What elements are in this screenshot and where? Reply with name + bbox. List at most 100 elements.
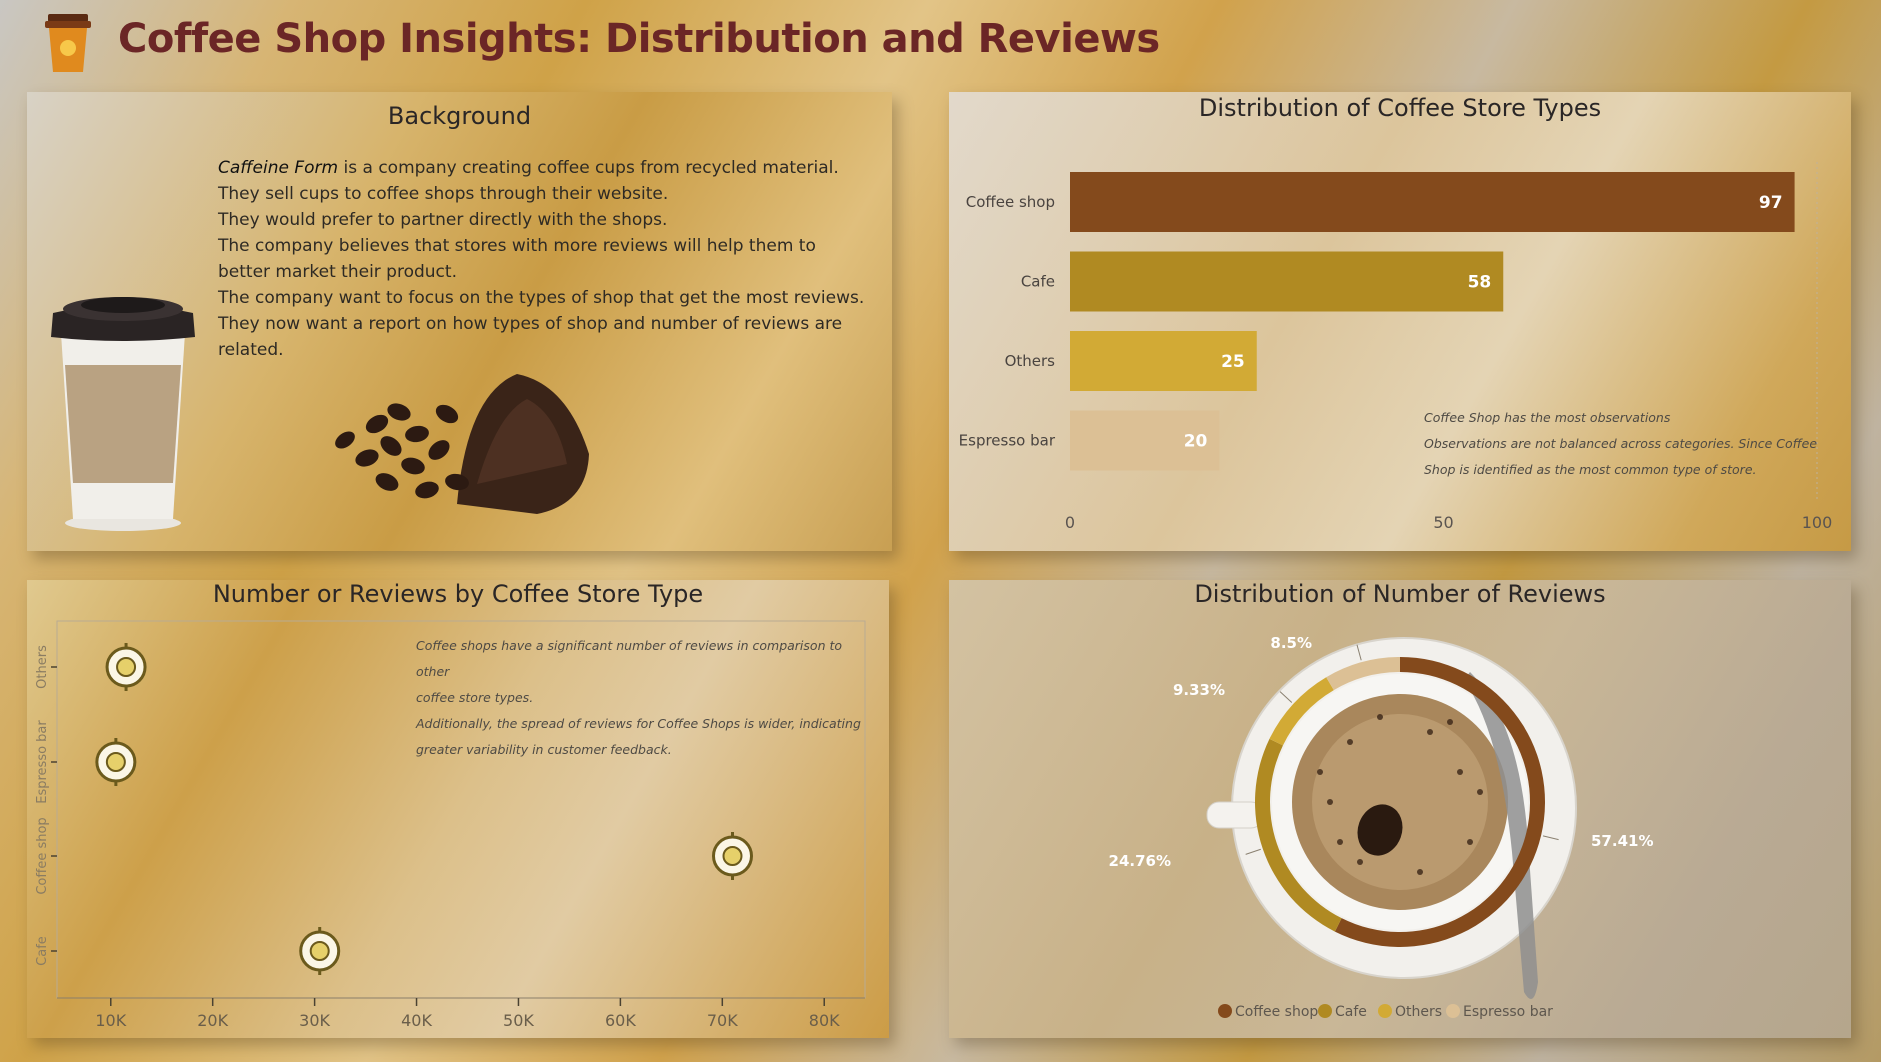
coffee-bubble <box>1317 769 1323 775</box>
x-tick-label: 40K <box>401 1011 432 1030</box>
coffee-bubble <box>1427 729 1433 735</box>
data-label: 97 <box>1759 193 1783 213</box>
point-core <box>105 752 126 772</box>
bar-note-line: Shop is identified as the most common ty… <box>1424 462 1757 477</box>
bar-note-line: Coffee Shop has the most observations <box>1424 410 1671 425</box>
donut-slice <box>1269 677 1334 746</box>
bar <box>1070 251 1504 312</box>
scatter-chart-title: Number or Reviews by Coffee Store Type <box>212 580 704 608</box>
data-label: 25 <box>1221 352 1245 372</box>
category-label: Cafe <box>1021 273 1055 291</box>
leader-line <box>1245 848 1261 855</box>
bar-chart-note: Coffee Shop has the most observations Ob… <box>1424 405 1844 483</box>
coffee-bubble <box>1477 789 1483 795</box>
x-tick-label: 50K <box>503 1011 534 1030</box>
store-types-panel: Distribution of Coffee Store Types Coffe… <box>949 92 1851 551</box>
legend-label: Espresso bar <box>1463 1004 1553 1020</box>
coffee-cup-icon <box>45 14 91 72</box>
legend-marker <box>1218 1004 1232 1018</box>
coffee-bubble <box>1327 799 1333 805</box>
reviews-scatter-panel: Number or Reviews by Coffee Store Type 1… <box>27 580 889 1038</box>
legend-label: Coffee shop <box>1235 1004 1318 1020</box>
data-label: 20 <box>1184 432 1208 452</box>
y-category-label: Cafe <box>35 936 50 966</box>
y-category-label: Espresso bar <box>35 720 50 804</box>
paper-cup-image <box>51 297 195 531</box>
scatter-point <box>299 927 341 975</box>
slice-label: 8.5% <box>1270 634 1312 652</box>
slice-label: 9.33% <box>1173 681 1225 699</box>
bar <box>1070 172 1795 232</box>
y-category-label: Coffee shop <box>35 817 50 894</box>
slice-label: 57.41% <box>1591 832 1653 850</box>
background-line-2: They would prefer to partner directly wi… <box>218 210 668 230</box>
coffee-bubble <box>1357 859 1363 865</box>
pie-chart-title: Distribution of Number of Reviews <box>1194 580 1606 608</box>
legend-label: Others <box>1395 1004 1442 1020</box>
background-line-3: The company believes that stores with mo… <box>218 236 816 282</box>
company-name: Caffeine Form <box>218 158 339 178</box>
background-panel: Background Caffeine Form is a company cr… <box>27 92 892 551</box>
data-label: 58 <box>1468 273 1492 293</box>
x-tick-label: 20K <box>197 1011 228 1030</box>
donut-slice <box>1326 657 1400 691</box>
legend-marker <box>1378 1004 1392 1018</box>
point-core <box>116 657 137 677</box>
scatter-chart-note: Coffee shops have a significant number o… <box>416 633 876 763</box>
x-tick-label: 60K <box>605 1011 636 1030</box>
bar-chart-title: Distribution of Coffee Store Types <box>1198 94 1602 122</box>
background-line-5: They now want a report on how types of s… <box>218 314 843 360</box>
bar <box>1070 331 1257 391</box>
background-title: Background <box>387 102 532 130</box>
x-tick-label: 30K <box>299 1011 330 1030</box>
point-core <box>722 846 743 866</box>
cup-handle-image <box>1206 801 1264 829</box>
coffee-crema <box>1312 714 1488 890</box>
page-title: Coffee Shop Insights: Distribution and R… <box>118 16 1160 62</box>
coffee-bubble <box>1417 869 1423 875</box>
coffee-beans-image <box>335 374 589 514</box>
leader-line <box>1542 835 1559 841</box>
donut-slice <box>1255 738 1342 932</box>
scatter-note-line: Coffee shops have a significant number o… <box>416 638 843 679</box>
legend-marker <box>1446 1004 1460 1018</box>
scatter-point <box>712 832 753 880</box>
bar-chart: Coffee shop 97 Cafe 58 Others 25 Espresso bar 2… <box>959 162 1833 532</box>
coffee-bubble <box>1457 769 1463 775</box>
y-category-label: Others <box>35 645 50 689</box>
leader-line <box>1356 644 1362 661</box>
point-core <box>309 941 330 961</box>
spoon-image <box>1464 672 1538 1000</box>
coffee-bubble <box>1447 719 1453 725</box>
coffee-bubble <box>1347 739 1353 745</box>
x-tick-label: 50 <box>1433 513 1453 532</box>
scatter-note-line: coffee store types. <box>416 690 534 705</box>
scatter-note-line: Additionally, the spread of reviews for … <box>416 716 861 731</box>
x-tick-label: 0 <box>1065 513 1075 532</box>
background-line-0: is a company creating coffee cups from r… <box>338 158 839 178</box>
slice-label: 24.76% <box>1109 852 1171 870</box>
legend-label: Cafe <box>1335 1004 1367 1020</box>
x-tick-label: 100 <box>1802 513 1833 532</box>
bar-note-line: Observations are not balanced across cat… <box>1424 436 1818 451</box>
coffee-bubble <box>1467 839 1473 845</box>
scatter-chart: 10K 20K 30K 40K 50K 60K 70K 80K Others Espresso b… <box>35 620 866 1030</box>
reviews-distribution-panel: Distribution of Number of Reviews 57.41%… <box>949 580 1851 1038</box>
scatter-note-line: greater variability in customer feedback… <box>416 742 672 757</box>
coffee-center <box>1357 804 1403 856</box>
x-tick-label: 70K <box>707 1011 738 1030</box>
background-line-4: The company want to focus on the types o… <box>218 288 865 308</box>
bar <box>1070 410 1220 471</box>
coffee-bubble <box>1377 714 1383 720</box>
scatter-point <box>105 643 147 691</box>
category-label: Espresso bar <box>959 432 1056 450</box>
x-tick-label: 10K <box>95 1011 126 1030</box>
background-text: Caffeine Form is a company creating coff… <box>218 155 868 363</box>
donut-chart: 57.41% 24.76% 9.33% 8.5% Coffee shop Cafe Othe… <box>1109 634 1654 1020</box>
leader-line <box>1279 691 1293 703</box>
legend-marker <box>1318 1004 1332 1018</box>
category-label: Coffee shop <box>966 193 1055 211</box>
scatter-point <box>95 738 137 786</box>
category-label: Others <box>1005 352 1056 370</box>
coffee-bubble <box>1337 839 1343 845</box>
